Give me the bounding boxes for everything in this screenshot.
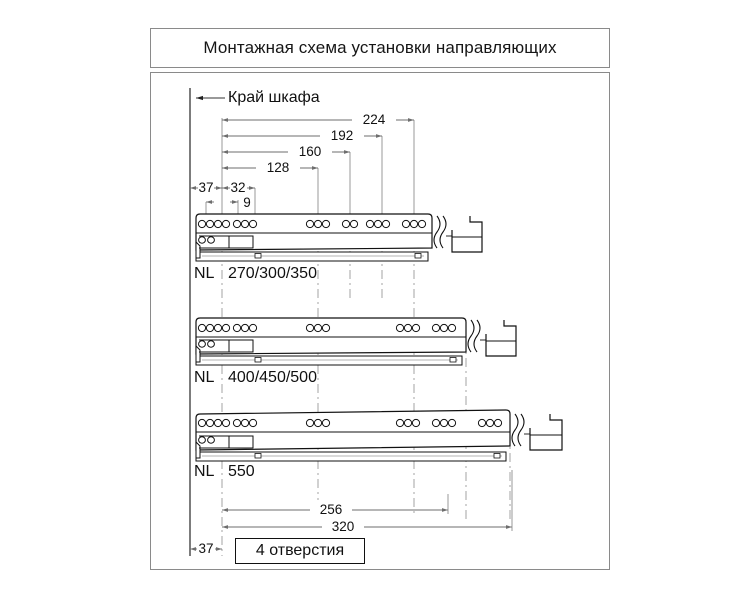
rail-short-lengths: 270/300/350	[228, 265, 317, 282]
rail-medium-nl: NL	[194, 369, 215, 386]
rail-short	[195, 213, 483, 262]
dim-160-label: 160	[299, 144, 322, 159]
dim-224-label: 224	[363, 112, 386, 127]
dim-192: 192	[222, 128, 382, 143]
rail-long-label: NL 550	[194, 463, 255, 480]
dim-192-label: 192	[331, 128, 354, 143]
dim-9-label: 9	[243, 195, 251, 210]
dim-256: 256	[222, 494, 449, 517]
dim-32-top-label: 32	[230, 180, 245, 195]
rail-short-label: NL 270/300/350	[194, 265, 317, 282]
title-box: Монтажная схема установки направляющих	[150, 28, 610, 68]
dim-37-bottom: 37	[190, 541, 222, 556]
rail-medium	[195, 317, 517, 366]
dim-37-top: 37	[190, 180, 222, 195]
holes-note-box: 4 отверстия	[235, 538, 365, 564]
dim-32-top: 32	[222, 180, 255, 195]
rail-short-nl: NL	[194, 265, 215, 282]
dim-224: 224	[222, 112, 414, 127]
rail-medium-label: NL 400/450/500	[194, 369, 317, 386]
rail-medium-lengths: 400/450/500	[228, 369, 317, 386]
rail-long-nl: NL	[194, 463, 215, 480]
dim-37-bottom-label: 37	[198, 541, 213, 556]
dim-37-top-label: 37	[198, 180, 213, 195]
dim-320-label: 320	[332, 519, 355, 534]
cabinet-edge-label: Край шкафа	[228, 89, 320, 106]
dim-256-label: 256	[320, 502, 343, 517]
page-title: Монтажная схема установки направляющих	[203, 38, 557, 57]
dim-320: 320	[222, 470, 513, 534]
holes-note-label: 4 отверстия	[255, 542, 345, 559]
dim-128-label: 128	[267, 160, 290, 175]
rail-long	[195, 409, 563, 462]
dim-160: 160	[222, 144, 350, 159]
rail-long-lengths: 550	[228, 463, 255, 480]
dim-128: 128	[222, 160, 318, 175]
